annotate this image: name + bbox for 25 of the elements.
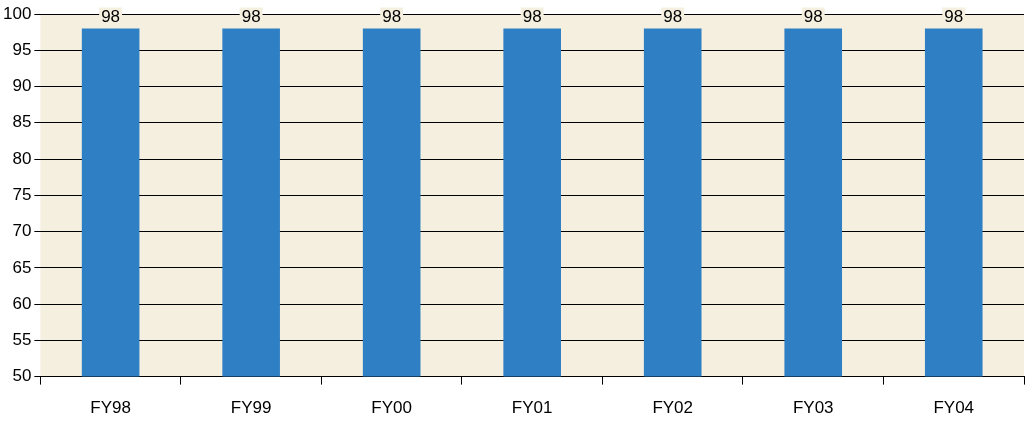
data-label: 98 — [803, 6, 823, 26]
y-tick-label: 70 — [12, 221, 32, 241]
y-tick-label: 60 — [12, 293, 32, 313]
data-label: 98 — [944, 6, 964, 26]
x-tick-label: FY03 — [792, 398, 834, 418]
y-tick-label: 50 — [12, 366, 32, 386]
y-tick-label: 100 — [2, 3, 32, 23]
data-label: 98 — [382, 6, 402, 26]
y-tick-label: 65 — [12, 257, 32, 277]
y-tick-label: 85 — [12, 112, 32, 132]
data-label: 98 — [241, 6, 261, 26]
x-tick-label: FY00 — [371, 398, 412, 418]
x-tick-label: FY02 — [652, 398, 694, 418]
x-tick-label: FY01 — [511, 398, 553, 418]
y-tick-label: 55 — [12, 330, 32, 350]
x-tick-label: FY04 — [933, 398, 975, 418]
y-tick-label: 80 — [12, 148, 32, 168]
y-tick-label: 90 — [12, 76, 32, 96]
data-label: 98 — [522, 6, 542, 26]
y-tick-label: 95 — [12, 39, 32, 59]
data-label: 98 — [663, 6, 683, 26]
data-label: 98 — [101, 6, 121, 26]
x-tick-label: FY98 — [90, 398, 131, 418]
y-tick-label: 75 — [12, 184, 32, 204]
x-tick-label: FY99 — [230, 398, 272, 418]
